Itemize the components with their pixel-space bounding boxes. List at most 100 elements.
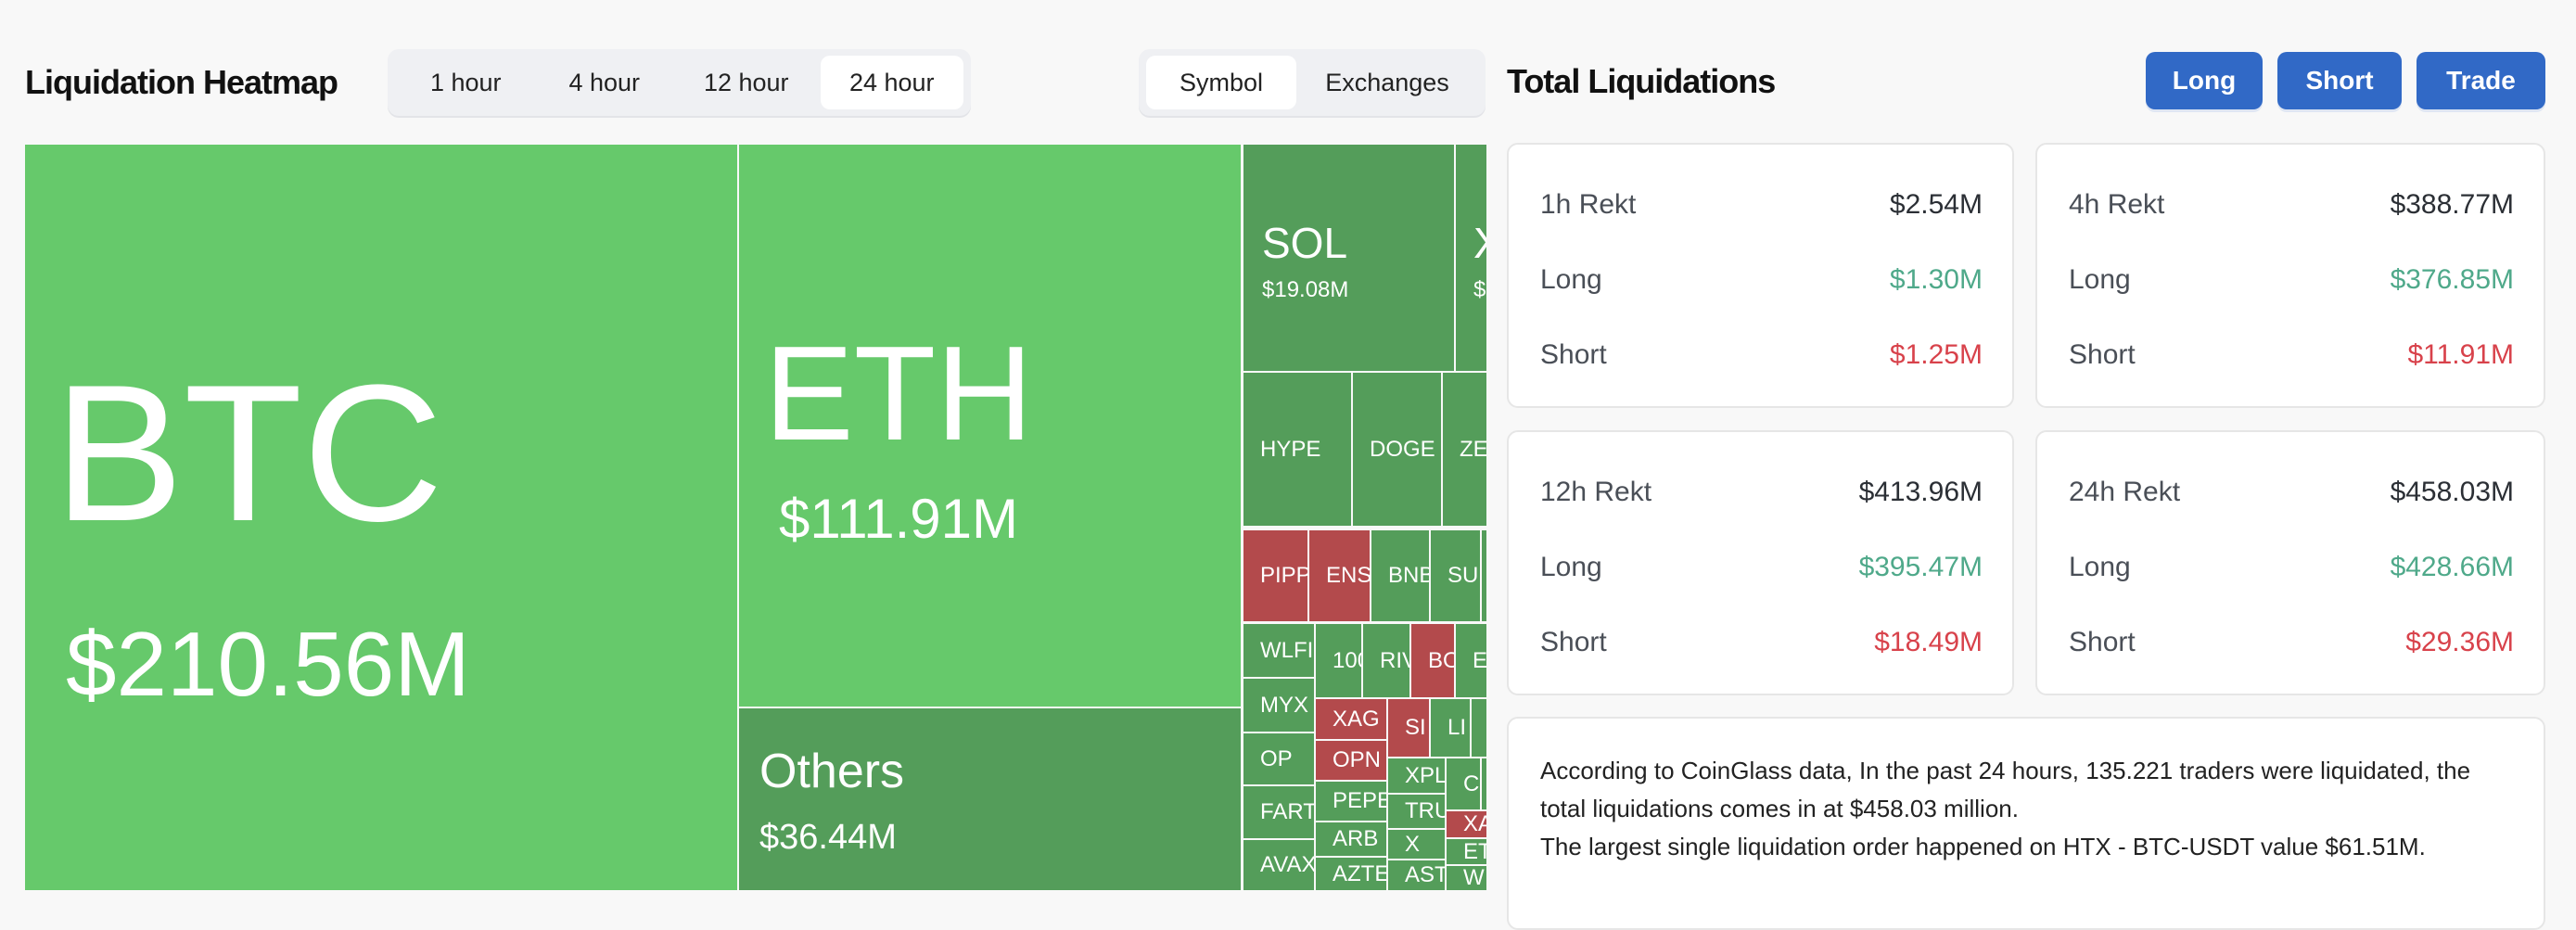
cell-symbol: AZTEC [1333, 860, 1386, 886]
long-value: $395.47M [1858, 552, 1983, 582]
short-label: Short [2069, 339, 2136, 370]
view-tabs: Symbol Exchanges [1139, 49, 1486, 116]
treemap-cell-unlabeled[interactable] [1472, 699, 1486, 757]
cell-symbol: SOL [1262, 219, 1348, 267]
tab-24-hour[interactable]: 24 hour [820, 56, 963, 109]
cell-symbol: AST [1405, 862, 1445, 887]
cell-symbol: BO [1428, 647, 1454, 673]
cell-symbol: OPN [1333, 747, 1382, 772]
tab-4-hour[interactable]: 4 hour [568, 68, 641, 96]
summary-line: According to CoinGlass data, In the past… [1540, 757, 2471, 784]
cell-symbol: BTC [54, 344, 443, 562]
liquidation-summary: According to CoinGlass data, In the past… [1507, 717, 2545, 930]
treemap-cell-ast[interactable]: AST [1388, 860, 1445, 890]
treemap-cell-et[interactable]: ET [1447, 839, 1486, 864]
treemap-cell-x[interactable]: X [1388, 830, 1445, 859]
long-row: Long $428.66M [2069, 552, 2514, 583]
long-button[interactable]: Long [2146, 52, 2263, 109]
cell-symbol: TRU [1405, 798, 1445, 823]
treemap-cell-opn[interactable]: OPN [1316, 741, 1386, 780]
treemap-cell-others[interactable]: Others $36.44M [739, 708, 1241, 890]
long-row: Long $1.30M [1540, 264, 1983, 296]
treemap-cell-btc[interactable]: BTC $210.56M [25, 145, 737, 890]
treemap-cell-op[interactable]: OP [1243, 733, 1314, 784]
treemap-cell-sol[interactable]: SOL $19.08M [1243, 145, 1454, 371]
short-value: $1.25M [1889, 339, 1983, 370]
cell-symbol: SI [1405, 715, 1426, 740]
total-value: $413.96M [1858, 477, 1983, 507]
treemap-cell-li[interactable]: LI [1431, 699, 1470, 757]
treemap-cell-eth[interactable]: ETH $111.91M [739, 145, 1241, 707]
treemap-cell-xa[interactable]: XA [1447, 811, 1486, 837]
treemap-cell-hype[interactable]: HYPE [1243, 373, 1351, 526]
short-value: $29.36M [2405, 627, 2514, 657]
long-label: Long [1540, 264, 1602, 295]
cell-symbol: ET [1463, 839, 1486, 864]
treemap-cell-doge[interactable]: DOGE [1353, 373, 1441, 526]
cell-symbol: RIV [1380, 647, 1409, 673]
treemap-cell-tru[interactable]: TRU [1388, 795, 1445, 828]
cell-value: $19.08M [1262, 277, 1349, 302]
treemap-cell-avax[interactable]: AVAX [1243, 840, 1314, 890]
cell-symbol: AVAX [1260, 852, 1314, 877]
total-label: 24h Rekt [2069, 477, 2181, 507]
treemap-cell-xag[interactable]: XAG [1316, 699, 1386, 739]
total-value: $458.03M [2390, 477, 2514, 507]
treemap-cell-xpl[interactable]: XPL [1388, 758, 1445, 793]
long-value: $428.66M [2390, 552, 2514, 582]
treemap-cell-w[interactable]: W [1447, 866, 1486, 890]
treemap-cell-bo[interactable]: BO [1411, 624, 1454, 697]
total-row: 1h Rekt $2.54M [1540, 189, 1983, 221]
cell-symbol: ETH [764, 318, 1033, 468]
trade-button[interactable]: Trade [2417, 52, 2545, 109]
rekt-card-4h: 4h Rekt $388.77M Long $376.85M Short $11.91M [2035, 143, 2545, 408]
cell-symbol: PIPP [1260, 563, 1307, 588]
treemap-cell-pipp[interactable]: PIPP [1243, 530, 1307, 621]
cell-symbol: FART [1260, 799, 1314, 824]
short-row: Short $29.36M [2069, 627, 2514, 658]
long-label: Long [1540, 552, 1602, 582]
treemap-cell-aztec[interactable]: AZTEC [1316, 858, 1386, 890]
treemap-cell-sui[interactable]: SUI [1431, 530, 1480, 621]
cell-symbol: W [1463, 866, 1485, 890]
cell-value: $111.91M [779, 488, 1018, 550]
rekt-card-12h: 12h Rekt $413.96M Long $395.47M Short $18.49M [1507, 430, 2014, 695]
long-value: $376.85M [2390, 264, 2514, 295]
treemap-cell-unlabeled[interactable] [1482, 530, 1486, 621]
cell-symbol: SUI [1447, 563, 1480, 588]
tab-1-hour[interactable]: 1 hour [429, 68, 502, 96]
treemap-cell-arb[interactable]: ARB [1316, 822, 1386, 856]
short-row: Short $1.25M [1540, 339, 1983, 371]
treemap-cell-si[interactable]: SI [1388, 699, 1429, 757]
total-value: $2.54M [1889, 189, 1983, 220]
cell-symbol: PEPE [1333, 788, 1386, 813]
treemap-cell-bnb[interactable]: BNB [1371, 530, 1429, 621]
tab-exchanges[interactable]: Exchanges [1325, 68, 1449, 96]
treemap-cell-myx[interactable]: MYX [1243, 679, 1314, 732]
treemap-cell-riv[interactable]: RIV [1363, 624, 1409, 697]
cell-symbol: MYX [1260, 692, 1309, 718]
long-label: Long [2069, 264, 2131, 295]
treemap-cell-e[interactable]: E [1456, 624, 1486, 697]
rekt-card-24h: 24h Rekt $458.03M Long $428.66M Short $29.36M [2035, 430, 2545, 695]
treemap-cell-c[interactable]: C [1447, 758, 1480, 809]
treemap-cell-ens[interactable]: ENS [1309, 530, 1370, 621]
cell-symbol: Others [759, 745, 905, 798]
treemap-cell-ze[interactable]: ZE [1443, 373, 1486, 526]
treemap-cell-unlabeled[interactable] [1482, 758, 1486, 809]
short-label: Short [1540, 339, 1607, 370]
summary-line: total liquidations comes in at $458.03 m… [1540, 795, 2019, 822]
treemap-cell-x[interactable]: X$ [1456, 145, 1486, 371]
treemap-cell-wlfi[interactable]: WLFI [1243, 624, 1314, 677]
total-row: 4h Rekt $388.77M [2069, 189, 2514, 221]
short-button[interactable]: Short [2277, 52, 2402, 109]
treemap-cell-fart[interactable]: FART [1243, 786, 1314, 838]
cell-symbol: XPL [1405, 762, 1445, 788]
short-label: Short [2069, 627, 2136, 657]
treemap-cell-100[interactable]: 100 [1316, 624, 1361, 697]
summary-line: The largest single liquidation order hap… [1540, 833, 2426, 860]
tab-symbol[interactable]: Symbol [1146, 56, 1296, 109]
total-row: 24h Rekt $458.03M [2069, 477, 2514, 508]
treemap-cell-pepe[interactable]: PEPE [1316, 782, 1386, 821]
tab-12-hour[interactable]: 12 hour [703, 68, 789, 96]
